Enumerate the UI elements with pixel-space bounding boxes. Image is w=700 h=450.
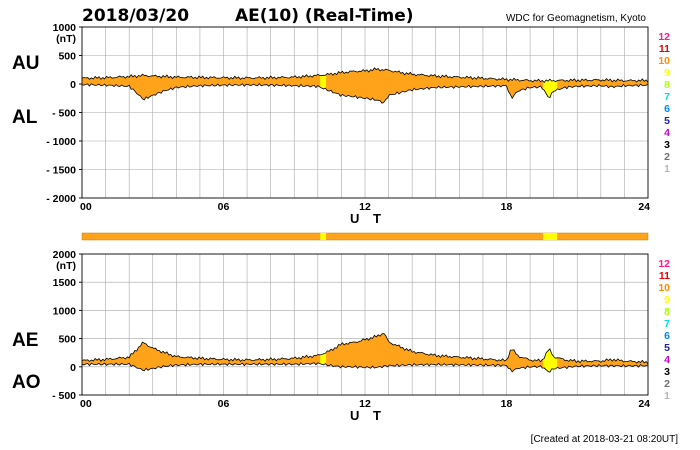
legend-entry: 4: [664, 127, 670, 139]
au-label: AU: [12, 53, 39, 74]
x-tick-label: 06: [218, 201, 230, 213]
legend-entry: 4: [664, 354, 670, 366]
x-tick-label: 12: [359, 201, 371, 213]
ao-label: AO: [12, 372, 41, 393]
al-label: AL: [12, 107, 38, 128]
ae-ao-grid: [82, 254, 648, 395]
y-tick-label: - 500: [52, 108, 76, 120]
y-unit-label: (nT): [56, 260, 76, 272]
quality-band-bar: [81, 232, 649, 241]
y-tick-label: 2000: [53, 249, 77, 261]
quality-band-highlight: [320, 233, 327, 240]
y-tick-label: 0: [70, 79, 76, 91]
y-tick-label: 500: [58, 334, 76, 346]
x-axis-title: U T: [350, 211, 386, 226]
legend-entry: 6: [664, 103, 670, 115]
au-al-highlight-segment: [320, 67, 327, 104]
y-unit-label: (nT): [56, 33, 76, 45]
y-tick-label: 1000: [53, 22, 77, 34]
x-tick-label: 12: [359, 398, 371, 410]
au-al-area-fill: [82, 67, 648, 104]
x-axis-title: U T: [350, 408, 386, 423]
ae-ao-highlight-segment: [543, 333, 558, 373]
legend-entry: 12: [658, 31, 670, 43]
x-tick-label: 00: [80, 201, 92, 213]
ae-label: AE: [12, 330, 38, 351]
y-tick-label: 1000: [53, 305, 77, 317]
y-tick-label: - 500: [52, 390, 76, 402]
quality-band: [81, 232, 649, 241]
y-tick-label: 0: [70, 362, 76, 374]
au-line: [81, 67, 649, 84]
ae-line: [81, 333, 649, 365]
legend-entry: 9: [664, 67, 670, 79]
plot-title: AE(10) (Real-Time): [235, 6, 414, 26]
ae-ao-highlight-segment: [320, 333, 327, 373]
legend-entry: 7: [664, 91, 670, 103]
legend-entry: 5: [664, 342, 670, 354]
y-tick-label: - 1500: [46, 165, 76, 177]
au-al-grid: [82, 27, 648, 198]
legend-entry: 1: [664, 163, 670, 175]
ae-ao-plot-frame: [81, 253, 649, 396]
x-tick-label: 18: [501, 398, 513, 410]
y-tick-label: 1500: [53, 277, 77, 289]
legend-entry: 3: [664, 366, 670, 378]
legend-entry: 8: [664, 306, 670, 318]
ae-ao-area-fill: [82, 333, 648, 373]
ao-line: [81, 362, 649, 373]
legend-entry: 10: [658, 282, 670, 294]
al-line: [81, 82, 649, 104]
y-tick-label: 500: [58, 51, 76, 63]
legend-entry: 11: [659, 270, 670, 282]
legend-entry: 3: [664, 139, 670, 151]
x-tick-label: 06: [218, 398, 230, 410]
legend-entry: 11: [659, 43, 670, 55]
legend-entry: 2: [664, 151, 670, 163]
legend-entry: 10: [658, 55, 670, 67]
x-tick-label: 24: [638, 201, 650, 213]
legend-entry: 6: [664, 330, 670, 342]
au-al-panel: 1000 500 0 - 500 - 1000 - 1500 - 2000 (nT) 00 06 1…: [12, 22, 670, 226]
legend-entry: 1: [664, 390, 670, 402]
created-timestamp: [Created at 2018-03-21 08:20UT]: [531, 434, 679, 445]
x-tick-label: 24: [638, 398, 650, 410]
legend-entry: 8: [664, 79, 670, 91]
y-tick-label: - 1000: [46, 136, 76, 148]
data-source: WDC for Geomagnetism, Kyoto: [506, 13, 646, 24]
y-tick-label: - 2000: [46, 193, 76, 205]
legend-entry: 9: [664, 294, 670, 306]
legend-entry: 7: [664, 318, 670, 330]
legend-entry: 5: [664, 115, 670, 127]
legend-entry: 2: [664, 378, 670, 390]
x-tick-label: 18: [501, 201, 513, 213]
x-tick-label: 00: [80, 398, 92, 410]
quality-band-highlight: [543, 233, 558, 240]
plot-date: 2018/03/20: [82, 6, 189, 26]
legend-entry: 12: [658, 258, 670, 270]
